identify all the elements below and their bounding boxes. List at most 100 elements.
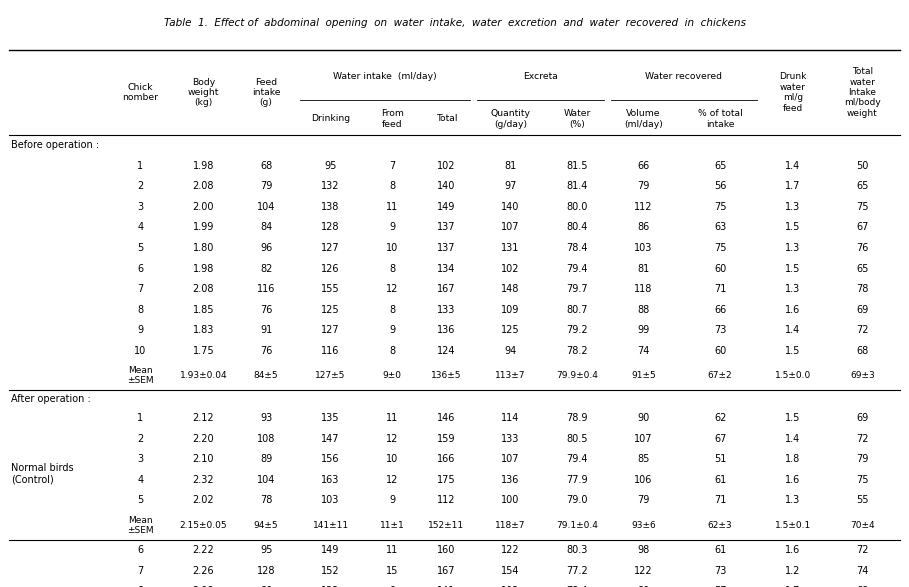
Text: 108: 108: [257, 434, 275, 444]
Text: 73: 73: [714, 566, 726, 576]
Text: 2.15±0.05: 2.15±0.05: [179, 521, 227, 530]
Text: 1.3: 1.3: [785, 284, 800, 294]
Text: 67: 67: [856, 222, 869, 232]
Text: 98: 98: [637, 545, 650, 555]
Text: 79.1±0.4: 79.1±0.4: [556, 521, 598, 530]
Text: 136±5: 136±5: [431, 371, 462, 380]
Text: 1.83: 1.83: [193, 325, 214, 335]
Text: 6: 6: [137, 264, 144, 274]
Text: 9: 9: [137, 325, 144, 335]
Text: 109: 109: [501, 305, 520, 315]
Text: 79.4: 79.4: [566, 454, 588, 464]
Text: 77.2: 77.2: [566, 566, 588, 576]
Text: 79.9±0.4: 79.9±0.4: [556, 371, 598, 380]
Text: 72: 72: [856, 434, 869, 444]
Text: 78.4: 78.4: [566, 243, 588, 253]
Text: 3: 3: [137, 454, 144, 464]
Text: 57: 57: [714, 586, 726, 587]
Text: 79.2: 79.2: [566, 325, 588, 335]
Text: Volume
(ml/day): Volume (ml/day): [624, 109, 663, 129]
Text: Mean
±SEM: Mean ±SEM: [127, 366, 154, 386]
Text: 125: 125: [501, 325, 520, 335]
Text: 11: 11: [386, 202, 398, 212]
Text: Feed
intake
(g): Feed intake (g): [252, 77, 280, 107]
Text: 2.12: 2.12: [193, 413, 215, 423]
Text: 9: 9: [389, 586, 395, 587]
Text: 12: 12: [386, 284, 398, 294]
Text: 95: 95: [325, 161, 337, 171]
Text: 62±3: 62±3: [708, 521, 733, 530]
Text: 79: 79: [637, 495, 650, 505]
Text: 133: 133: [501, 434, 520, 444]
Text: 84: 84: [260, 222, 272, 232]
Text: 138: 138: [322, 202, 340, 212]
Text: 12: 12: [386, 475, 398, 485]
Text: 113±7: 113±7: [495, 371, 525, 380]
Text: Water intake  (ml/day): Water intake (ml/day): [333, 72, 436, 81]
Text: Before operation :: Before operation :: [11, 140, 99, 150]
Text: 85: 85: [637, 454, 650, 464]
Text: 2: 2: [137, 181, 144, 191]
Text: Body
weight
(kg): Body weight (kg): [187, 77, 219, 107]
Text: 2.08: 2.08: [193, 586, 214, 587]
Text: 99: 99: [637, 325, 650, 335]
Text: % of total
intake: % of total intake: [698, 109, 743, 129]
Text: 79: 79: [637, 181, 650, 191]
Text: 4: 4: [137, 222, 144, 232]
Text: 56: 56: [714, 181, 726, 191]
Text: 131: 131: [501, 243, 520, 253]
Text: 91±5: 91±5: [631, 371, 656, 380]
Text: 62: 62: [714, 413, 726, 423]
Text: 93: 93: [260, 413, 272, 423]
Text: 80.5: 80.5: [566, 434, 588, 444]
Text: 68: 68: [260, 161, 272, 171]
Text: 152: 152: [321, 566, 340, 576]
Text: 63: 63: [714, 222, 726, 232]
Text: 11: 11: [386, 545, 398, 555]
Text: 1.99: 1.99: [193, 222, 214, 232]
Text: 2.08: 2.08: [193, 181, 214, 191]
Text: 9: 9: [389, 495, 395, 505]
Text: 7: 7: [389, 161, 395, 171]
Text: 2.26: 2.26: [193, 566, 215, 576]
Text: From
feed: From feed: [381, 109, 404, 129]
Text: 10: 10: [386, 454, 398, 464]
Text: 148: 148: [501, 284, 520, 294]
Text: 175: 175: [437, 475, 455, 485]
Text: 80.3: 80.3: [566, 545, 588, 555]
Text: 137: 137: [437, 222, 455, 232]
Text: 128: 128: [322, 222, 340, 232]
Text: 136: 136: [501, 475, 520, 485]
Text: 141: 141: [437, 586, 455, 587]
Text: Excreta: Excreta: [523, 72, 558, 81]
Text: 100: 100: [501, 495, 520, 505]
Text: 118: 118: [634, 284, 653, 294]
Text: 10: 10: [386, 243, 398, 253]
Text: 78: 78: [260, 495, 273, 505]
Text: 82: 82: [260, 264, 273, 274]
Text: 127: 127: [321, 325, 340, 335]
Text: 2.10: 2.10: [193, 454, 214, 464]
Text: 140: 140: [501, 202, 520, 212]
Text: 91: 91: [260, 325, 272, 335]
Text: 60: 60: [714, 264, 726, 274]
Text: Table  1.  Effect of  abdominal  opening  on  water  intake,  water  excretion  : Table 1. Effect of abdominal opening on …: [164, 18, 745, 28]
Text: Quantity
(g/day): Quantity (g/day): [490, 109, 530, 129]
Text: 55: 55: [856, 495, 869, 505]
Text: 1.85: 1.85: [193, 305, 214, 315]
Text: 137: 137: [437, 243, 455, 253]
Text: 128: 128: [257, 566, 275, 576]
Text: 95: 95: [260, 545, 273, 555]
Text: 1.2: 1.2: [785, 566, 801, 576]
Text: 67±2: 67±2: [708, 371, 733, 380]
Text: 15: 15: [386, 566, 398, 576]
Text: 7: 7: [137, 566, 144, 576]
Text: 167: 167: [437, 284, 455, 294]
Text: 147: 147: [322, 434, 340, 444]
Text: 167: 167: [437, 566, 455, 576]
Text: 1.6: 1.6: [785, 305, 800, 315]
Text: 68: 68: [856, 346, 869, 356]
Text: 73: 73: [714, 325, 726, 335]
Text: 1.5±0.1: 1.5±0.1: [774, 521, 811, 530]
Text: 1.4: 1.4: [785, 325, 800, 335]
